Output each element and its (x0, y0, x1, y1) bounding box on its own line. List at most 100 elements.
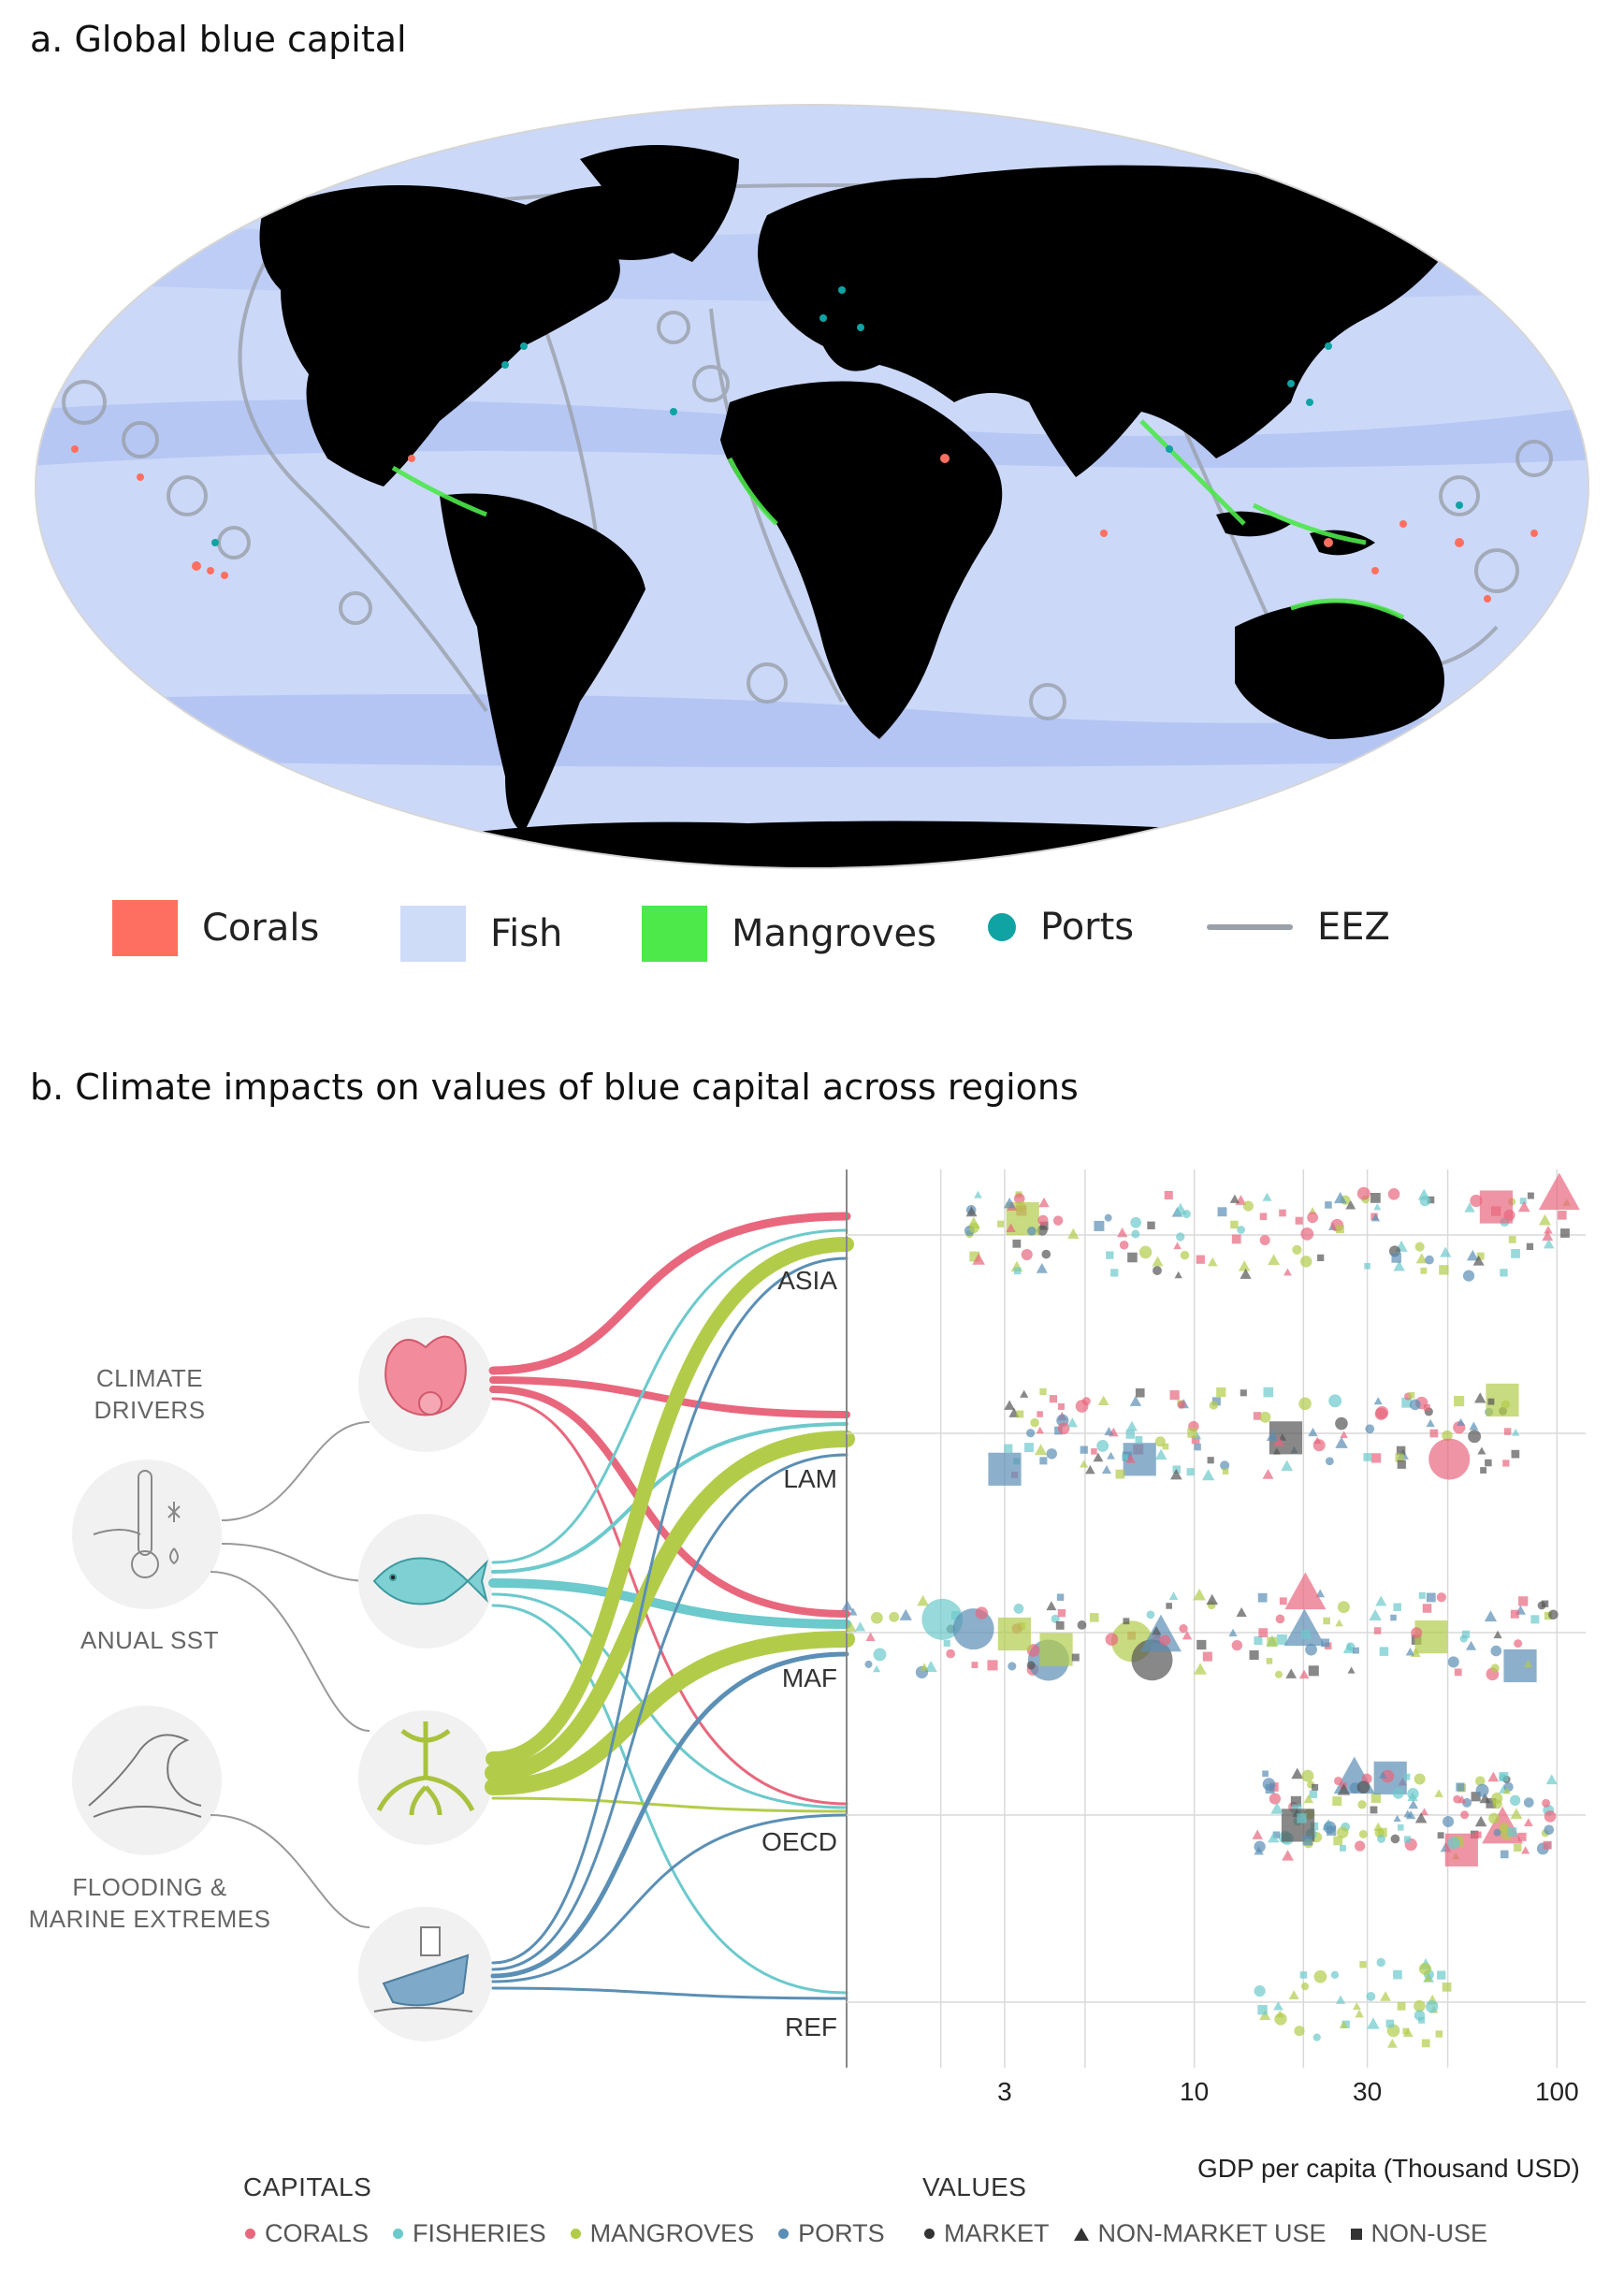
scatter-point-market (1057, 1422, 1070, 1435)
world-map (35, 104, 1589, 869)
scatter-point-nonmarket (1544, 1225, 1553, 1234)
scatter-point-market (1292, 1244, 1302, 1255)
scatter-point-market (1146, 1610, 1155, 1620)
scatter-point-nonuse (1191, 1435, 1200, 1445)
scatter-point-nonmarket (1036, 1262, 1048, 1273)
scatter-point-nonuse (1485, 1459, 1492, 1467)
scatter-point-nonuse (1266, 1658, 1273, 1664)
scatter-point-market (1509, 1794, 1521, 1807)
scatter-point-nonuse (1257, 2005, 1268, 2015)
scatter-point-market (870, 1611, 883, 1624)
scatter-point-nonmarket (1125, 1454, 1137, 1463)
scatter-point-market (1443, 1815, 1455, 1828)
scatter-point-nonmarket (1034, 1444, 1048, 1456)
scatter-point-nonuse (1511, 1449, 1520, 1459)
scatter-point-nonuse (1299, 1971, 1308, 1979)
scatter-point-market (1366, 1991, 1376, 2001)
scatter-point-nonuse (1057, 1608, 1066, 1618)
eez-line-icon (1207, 924, 1293, 930)
scatter-point-nonmarket (1273, 1436, 1284, 1446)
scatter-point-nonuse (1526, 1242, 1534, 1250)
scatter-point-nonmarket (1414, 1812, 1428, 1823)
scatter-point-market (946, 1649, 955, 1659)
scatter-point-market (1356, 1780, 1370, 1794)
scatter-point-nonmarket (1345, 1199, 1356, 1210)
ports-dot-icon (778, 2229, 790, 2239)
scatter-point-nonuse (1558, 1211, 1567, 1220)
scatter-point-nonmarket (1393, 1814, 1401, 1823)
scatter-point-nonuse (1421, 2039, 1430, 2048)
region-label-asia: ASIA (777, 1266, 837, 1295)
scatter-point-market (1312, 2033, 1321, 2041)
scatter-point-market (1460, 1810, 1470, 1820)
region-label-lam: LAM (783, 1464, 837, 1493)
scatter-point-nonuse (1527, 1192, 1534, 1199)
scatter-point-market (1026, 1226, 1037, 1236)
scatter-point-nonmarket (1266, 1430, 1279, 1442)
scatter-point-nonuse (1016, 1410, 1024, 1418)
capital-node-mangroves (358, 1710, 493, 1845)
scatter-point-nonuse (1398, 1824, 1404, 1831)
scatter-point-nonuse (1222, 1468, 1229, 1474)
scatter-point-nonmarket (920, 1663, 929, 1671)
scatter-point-nonuse (987, 1660, 998, 1671)
scatter-point-nonmarket (899, 1608, 912, 1620)
scatter-point-nonmarket (1474, 1815, 1487, 1827)
scatter-point-nonuse (1258, 1628, 1269, 1638)
scatter-point-nonuse (1202, 1651, 1212, 1662)
scatter-point-market (1542, 1798, 1551, 1808)
scatter-point-nonmarket (1281, 1460, 1293, 1471)
scatter-point-nonuse (971, 1662, 979, 1668)
scatter-point-market (1381, 1769, 1395, 1783)
scatter-point-nonuse (1039, 1457, 1048, 1465)
scatter-point-nonmarket (1543, 1239, 1555, 1249)
mangroves-swatch-icon (642, 906, 707, 962)
scatter-point-nonmarket (1252, 1829, 1263, 1839)
scatter-point-nonuse (1308, 1665, 1319, 1677)
scatter-point-nonmarket (1457, 1794, 1467, 1804)
scatter-point-nonuse (1211, 1397, 1221, 1406)
scatter-point-nonuse (1323, 1617, 1330, 1625)
scatter-point-nonuse (1379, 1647, 1389, 1656)
scatter-point-nonuse (1503, 1649, 1537, 1683)
scatter-point-nonuse (1162, 1443, 1169, 1450)
scatter-point-nonmarket (1085, 1464, 1095, 1474)
legend-corals-label: Corals (202, 907, 320, 950)
scatter-point-nonmarket (1466, 1640, 1477, 1650)
scatter-point-nonuse (1543, 1840, 1552, 1850)
scatter-point-market (1365, 1424, 1375, 1434)
scatter-point-nonuse (1397, 1460, 1406, 1469)
scatter-point-market (1414, 1242, 1425, 1252)
scatter-point-nonuse (1391, 1253, 1401, 1263)
scatter-point-nonmarket (1238, 1260, 1251, 1271)
scatter-point-nonuse (1461, 1630, 1471, 1638)
scatter-point-nonuse (1196, 1255, 1205, 1264)
scatter-point-nonmarket (1194, 1663, 1207, 1675)
scatter-point-nonuse (1370, 1192, 1381, 1203)
scatter-point-nonuse (1122, 1454, 1128, 1461)
scatter-point-nonmarket (1303, 1794, 1314, 1804)
scatter-point-nonmarket (1067, 1227, 1080, 1239)
scatter-point-nonuse (1503, 1428, 1512, 1435)
scatter-point-nonmarket (865, 1632, 876, 1641)
scatter-point-nonuse (1321, 1638, 1330, 1648)
scatter-point-nonuse (1403, 1836, 1412, 1843)
scatter-point-nonuse (1499, 1772, 1509, 1781)
scatter-point-nonuse (1491, 1206, 1501, 1216)
scatter-point-nonmarket (1378, 1771, 1387, 1779)
scatter-point-market (1119, 1240, 1129, 1250)
corals-dot-icon (245, 2229, 255, 2239)
drivers-heading: CLIMATE DRIVERS (94, 1364, 206, 1424)
scatter-point-market (1376, 1957, 1385, 1968)
scatter-point-nonmarket (1170, 1468, 1182, 1480)
scatter-point-nonuse (1265, 1784, 1275, 1794)
scatter-point-nonuse (1039, 1633, 1073, 1666)
scatter-point-nonuse (1408, 1391, 1415, 1399)
scatter-point-nonmarket (1046, 1601, 1057, 1611)
scatter-point-nonmarket (1080, 1460, 1089, 1468)
scatter-point-market (1325, 1457, 1334, 1466)
scatter-point-nonuse (1267, 1636, 1277, 1648)
scatter-point-market (1337, 1601, 1350, 1614)
capitals-legend: CORALS FISHERIES MANGROVES PORTS (245, 2219, 909, 2248)
scatter-point-nonuse (1427, 1196, 1435, 1204)
